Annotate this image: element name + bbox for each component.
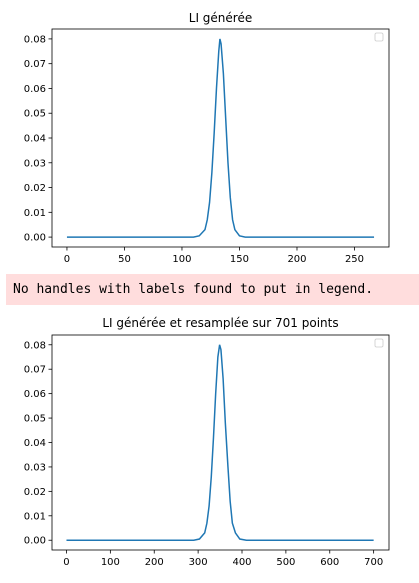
chart2-title: LI générée et resamplée sur 701 points xyxy=(102,316,338,330)
chart1-x-tick-label: 150 xyxy=(230,254,249,265)
chart2-x-tick-label: 600 xyxy=(320,557,339,568)
chart2-axes-frame xyxy=(51,334,390,551)
chart2-y-tick-label: 0.07 xyxy=(24,365,46,376)
chart1-y-tick-label: 0.04 xyxy=(24,134,46,145)
chart1-title: LI générée xyxy=(189,11,252,25)
chart-resampled-li: LI générée et resamplée sur 701 points 0 1… xyxy=(24,316,390,568)
chart1-y-tick-label: 0.00 xyxy=(24,233,46,244)
chart2-y-tick-label: 0.03 xyxy=(24,462,46,473)
chart1-x-tick-label: 0 xyxy=(64,254,70,265)
chart1-y-tick-label: 0.08 xyxy=(24,34,46,45)
chart1-x-tick-label: 50 xyxy=(118,254,131,265)
chart2-x-tick-label: 400 xyxy=(232,557,251,568)
chart1-legend-box xyxy=(374,32,384,42)
chart1-y-tick-label: 0.01 xyxy=(24,208,46,219)
chart2-y-tick-label: 0.06 xyxy=(24,389,46,400)
chart1-y-tick-label: 0.07 xyxy=(24,59,46,70)
chart1-y-tick-label: 0.05 xyxy=(24,109,46,120)
chart1-x-tick-label: 100 xyxy=(172,254,191,265)
chart1-x-tick-label: 200 xyxy=(287,254,306,265)
chart1-y-tick-label: 0.03 xyxy=(24,158,46,169)
chart1-y-tick-label: 0.06 xyxy=(24,84,46,95)
chart2-x-tick-label: 300 xyxy=(189,557,208,568)
chart2-x-tick-label: 0 xyxy=(63,557,69,568)
chart2-y-tick-label: 0.02 xyxy=(24,487,46,498)
chart2-y-tick-label: 0.00 xyxy=(24,536,46,547)
chart2-x-tick-label: 700 xyxy=(364,557,383,568)
chart2-legend-box xyxy=(374,338,384,348)
legend-warning-message: No handles with labels found to put in l… xyxy=(6,274,419,305)
chart-generated-li: LI générée 0 50 100 150 200 250 0.00 0.01 0.02 0.0… xyxy=(24,11,390,265)
chart1-axes-frame xyxy=(51,28,390,248)
chart2-y-tick-label: 0.05 xyxy=(24,414,46,425)
chart2-y-tick-label: 0.04 xyxy=(24,438,46,449)
chart1-y-tick-label: 0.02 xyxy=(24,183,46,194)
chart1-x-tick-label: 250 xyxy=(345,254,364,265)
chart2-x-tick-label: 500 xyxy=(276,557,295,568)
chart2-y-tick-label: 0.08 xyxy=(24,340,46,351)
chart2-series-line-0 xyxy=(66,344,374,541)
chart2-x-tick-label: 100 xyxy=(101,557,120,568)
chart1-series-line-0 xyxy=(66,38,375,238)
chart2-x-tick-label: 200 xyxy=(145,557,164,568)
chart2-y-tick-label: 0.01 xyxy=(24,511,46,522)
